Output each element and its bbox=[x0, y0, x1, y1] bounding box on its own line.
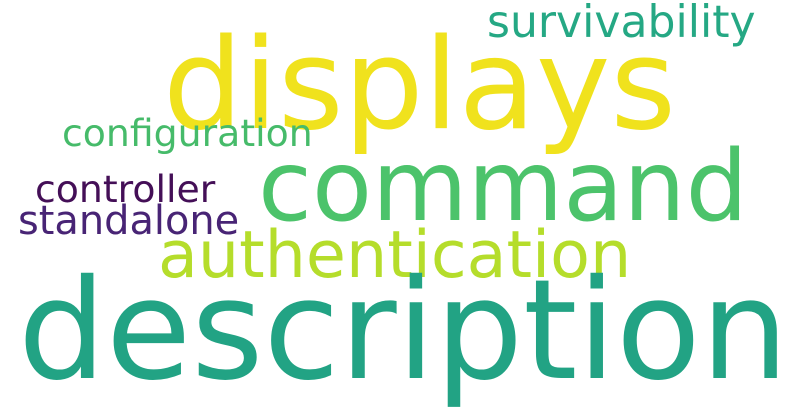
word-survivability: survivability bbox=[487, 0, 756, 48]
word-authentication: authentication bbox=[158, 218, 632, 294]
word-displays: displays bbox=[163, 11, 677, 158]
word-command: command bbox=[258, 129, 748, 244]
word-cloud: displays survivability configuration com… bbox=[18, 0, 789, 411]
word-configuration: configuration bbox=[62, 111, 313, 156]
word-controller: controller bbox=[35, 167, 216, 212]
word-description: description bbox=[18, 249, 789, 411]
word-standalone: standalone bbox=[18, 198, 240, 245]
